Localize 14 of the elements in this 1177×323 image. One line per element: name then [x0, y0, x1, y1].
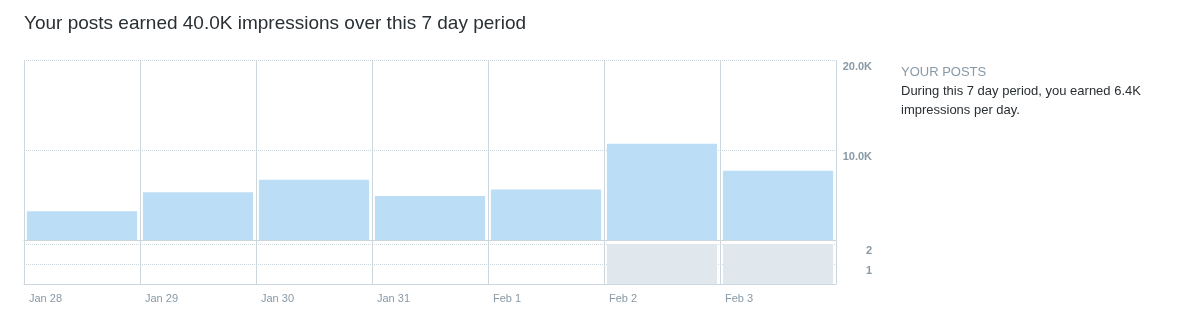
- text: During this 7 day period, you earned 6.4K impressions per day.: [901, 82, 1142, 119]
- y-tick-label: 2: [865, 243, 872, 256]
- x-tick-label: Jan 30: [261, 291, 295, 304]
- y-tick-label: 1: [865, 263, 872, 276]
- x-tick-label: Feb 1: [493, 291, 522, 304]
- x-tick-label: Jan 29: [145, 291, 179, 304]
- x-tick-label: Feb 2: [609, 291, 638, 304]
- y-tick-label: 10.0K: [842, 149, 873, 162]
- x-tick-label: Jan 31: [377, 291, 411, 304]
- x-tick-label: Jan 28: [29, 291, 63, 304]
- x-tick-label: Feb 3: [725, 291, 754, 304]
- y-tick-label: 20.0K: [842, 59, 873, 72]
- chart-title: Your posts earned 40.0K impressions over this 7 day period: [24, 12, 527, 34]
- text: YOUR POSTS: [901, 63, 988, 81]
